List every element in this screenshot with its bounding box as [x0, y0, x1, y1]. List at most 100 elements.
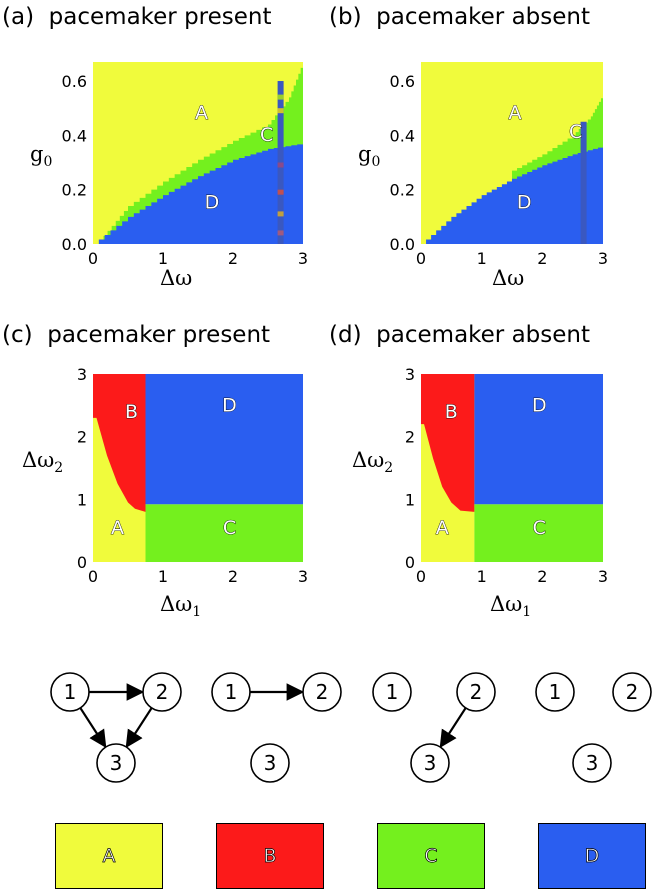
panel-c-ylabel: Δω2 [22, 448, 64, 477]
panel-c-region-label: C [223, 517, 236, 539]
legend-box-d: D [538, 823, 646, 889]
network-1-node-label: 3 [110, 751, 123, 775]
panel-c-region-d [145, 374, 303, 505]
panel-c-region-label: B [125, 401, 138, 423]
panel-b-region-label: D [517, 192, 532, 214]
network-3-node-3 [410, 743, 450, 783]
network-2-node-label: 1 [225, 680, 238, 704]
panel-b-region-d [421, 146, 603, 244]
network-2-node-label: 3 [264, 751, 277, 775]
network-4-node-2 [612, 672, 652, 712]
panel-a-ytick: 0.2 [62, 181, 87, 200]
panel-c-region-b [93, 374, 146, 512]
panel-b-xtick: 3 [598, 249, 608, 268]
panel-b-xtick: 2 [537, 249, 547, 268]
panel-a-stripe-cell [277, 211, 284, 217]
panel-a-stripe-cell [277, 162, 284, 168]
panel-d-ytick: 0 [405, 553, 415, 572]
panel-d-ytick: 1 [405, 490, 415, 509]
network-3-edge [439, 707, 467, 749]
panel-c-ytick: 3 [77, 365, 87, 384]
network-4-node-3 [572, 743, 612, 783]
panel-d-title: (d) pacemaker absent [329, 322, 590, 348]
panel-b-ytick: 0.4 [390, 126, 415, 145]
panel-b-xlabel: Δω [492, 266, 525, 290]
network-1-node-1 [50, 672, 90, 712]
panel-a-xtick: 0 [88, 249, 98, 268]
panel-a-ytick: 0.4 [62, 126, 87, 145]
panel-d-ytick: 3 [405, 365, 415, 384]
panel-c-xlabel: Δω1 [160, 592, 202, 621]
panel-c-title: (c) pacemaker present [2, 322, 271, 348]
network-1-node-label: 1 [64, 680, 77, 704]
panel-d-ytick: 2 [405, 428, 415, 447]
panel-a-region-label: C [260, 124, 273, 146]
network-3-node-1 [372, 672, 412, 712]
panel-d-region-c [474, 504, 603, 562]
legend-box-b: B [216, 823, 324, 889]
panel-c-xtick: 3 [298, 567, 308, 586]
panel-c-xtick: 1 [158, 567, 168, 586]
panel-d-region-label: D [532, 395, 547, 417]
network-2-node-2 [302, 672, 342, 712]
panel-a-region-d [93, 143, 303, 244]
panel-a-ytick: 0.0 [62, 235, 87, 254]
network-3-node-label: 2 [470, 680, 483, 704]
panel-b-ytick: 0.0 [390, 235, 415, 254]
panel-b-region-label: A [509, 102, 522, 124]
network-3-node-label: 3 [424, 751, 437, 775]
panel-d-region-label: C [533, 517, 546, 539]
legend-box-a: A [55, 823, 163, 889]
panel-c-xtick: 0 [88, 567, 98, 586]
panel-c-region-c [145, 504, 303, 562]
panel-b-title: (b) pacemaker absent [329, 4, 590, 30]
panel-d-xtick: 1 [477, 567, 487, 586]
panel-a-region-label: A [195, 102, 208, 124]
panel-d-xtick: 0 [416, 567, 426, 586]
panel-a-xlabel: Δω [160, 266, 193, 290]
panel-a-stripe-cell [277, 108, 284, 114]
network-1-node-3 [96, 743, 136, 783]
network-4-node-label: 1 [549, 680, 562, 704]
panel-a-xtick: 2 [228, 249, 238, 268]
panel-a-stripe-cell [277, 189, 284, 195]
panel-d-region-label: B [445, 401, 458, 423]
network-1-edge [125, 707, 153, 749]
panel-b-ytick: 0.6 [390, 72, 415, 91]
panel-c-xtick: 2 [228, 567, 238, 586]
panel-b-xtick: 0 [416, 249, 426, 268]
panel-b-region-label: C [569, 121, 582, 143]
panel-d-region-d [474, 374, 603, 505]
panel-c-ytick: 1 [77, 490, 87, 509]
panel-c-region-label: A [111, 517, 124, 539]
network-4-node-label: 3 [586, 751, 599, 775]
legend-box-c: C [377, 823, 485, 889]
panel-d-xtick: 3 [598, 567, 608, 586]
panel-d-xlabel: Δω1 [490, 592, 532, 621]
network-1-node-label: 2 [156, 680, 169, 704]
panel-a-xtick: 1 [158, 249, 168, 268]
panel-c-region-label: D [222, 395, 237, 417]
panel-c-ytick: 0 [77, 553, 87, 572]
panel-a-ylabel: g0 [30, 142, 53, 171]
panel-b-xtick: 1 [477, 249, 487, 268]
panel-b-stripe [580, 121, 587, 244]
panel-a-title: (a) pacemaker present [2, 4, 272, 30]
network-3-node-label: 1 [386, 680, 399, 704]
panel-a-stripe-cell [277, 94, 284, 100]
panel-b-ytick: 0.2 [390, 181, 415, 200]
panel-c-ytick: 2 [77, 428, 87, 447]
panel-a-xtick: 3 [298, 249, 308, 268]
panel-d-ylabel: Δω2 [352, 448, 394, 477]
network-1-edge [79, 707, 107, 749]
panel-a-ytick: 0.6 [62, 72, 87, 91]
panel-d-region-label: A [436, 517, 449, 539]
network-3-node-2 [456, 672, 496, 712]
panel-d-region-b [421, 374, 475, 512]
network-4-node-label: 2 [626, 680, 639, 704]
network-2-node-3 [250, 743, 290, 783]
network-1-node-2 [142, 672, 182, 712]
panel-b-ylabel: g0 [358, 142, 381, 171]
panel-a-stripe-cell [277, 230, 284, 236]
